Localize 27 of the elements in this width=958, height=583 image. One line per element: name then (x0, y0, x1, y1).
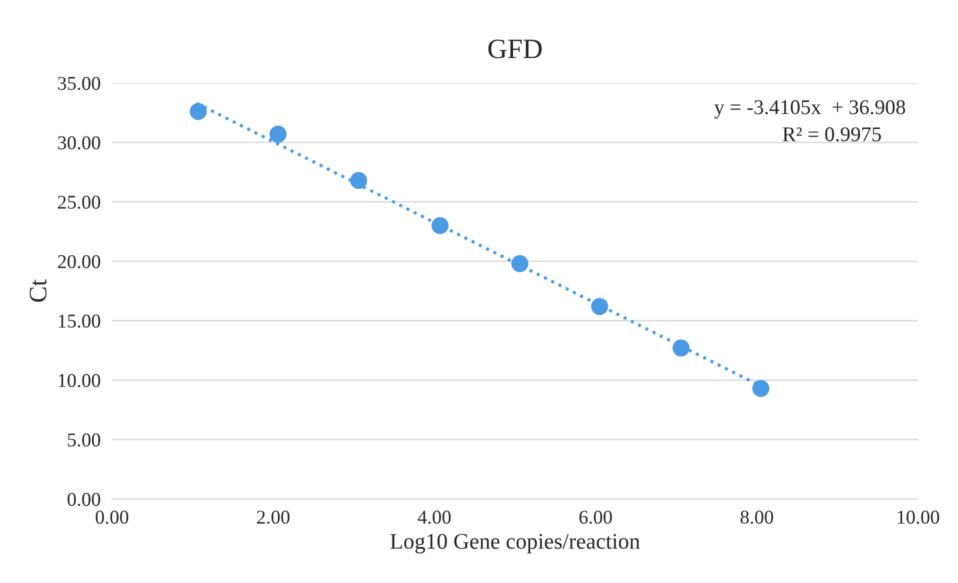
chart-title: GFD (488, 40, 542, 58)
point (672, 340, 690, 357)
y-tick-label: 25.00 (58, 196, 100, 209)
y-tick-label: 10.00 (58, 374, 100, 388)
y-tick-label: 35.00 (58, 76, 100, 90)
point (350, 172, 368, 189)
y-tick-label: 15.00 (58, 314, 100, 328)
y-tick-label: 0.00 (68, 492, 100, 506)
x-tick-label: 2.00 (257, 510, 290, 524)
x-tick-label: 10.00 (898, 510, 940, 524)
x-tick-label: 4.00 (418, 510, 451, 524)
annotation: R² = 0.9975 (782, 127, 881, 142)
x-tick-label: 0.00 (96, 510, 128, 524)
y-tick-label: 30.00 (58, 136, 100, 150)
y-tick-label: 5.00 (68, 433, 100, 447)
x-tick-label: 8.00 (740, 510, 774, 524)
point (432, 217, 449, 234)
y-axis-title: Ct (30, 279, 47, 302)
x-axis-title: Log10 Gene copies/reaction (390, 534, 640, 554)
point (591, 298, 608, 315)
y-tick-label: 20.00 (58, 255, 100, 268)
point (511, 255, 528, 272)
point (752, 380, 770, 397)
x-tick-label: 6.00 (579, 510, 612, 524)
annotation: y = -3.4105x + 36.908 (714, 100, 906, 119)
point (190, 103, 207, 120)
point (270, 126, 287, 143)
